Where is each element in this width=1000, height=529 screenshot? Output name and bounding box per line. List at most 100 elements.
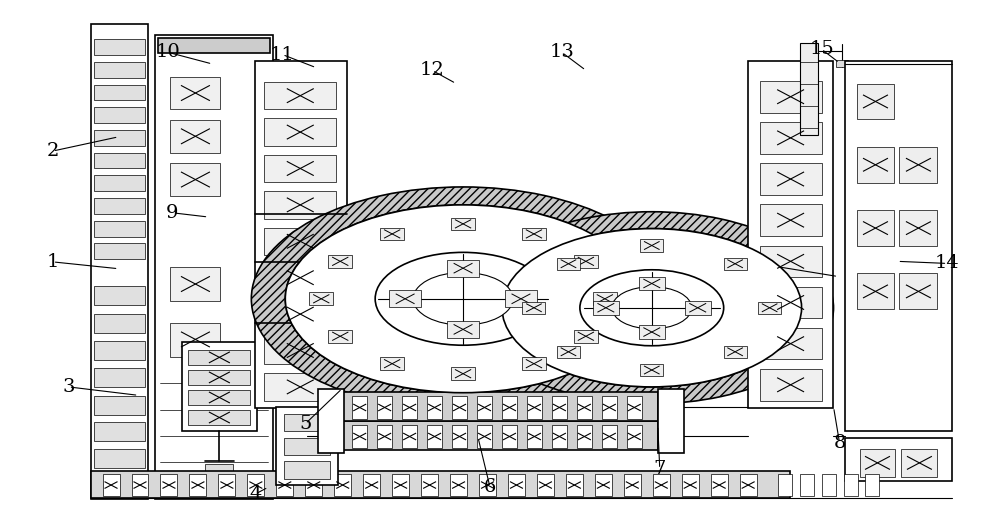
Bar — [247, 475, 264, 496]
Text: 10: 10 — [156, 43, 181, 61]
Bar — [760, 369, 822, 400]
Bar — [552, 396, 567, 419]
Text: 13: 13 — [549, 43, 574, 61]
Bar — [844, 475, 858, 496]
Bar — [845, 61, 952, 431]
Bar — [477, 396, 492, 419]
Circle shape — [285, 205, 641, 393]
Bar — [566, 475, 583, 496]
Bar — [505, 290, 537, 307]
Wedge shape — [470, 212, 834, 404]
Bar — [602, 396, 617, 419]
Bar — [94, 85, 145, 101]
Text: 1: 1 — [46, 253, 59, 271]
Bar — [218, 475, 235, 496]
Bar — [857, 84, 894, 120]
Bar — [760, 328, 822, 360]
Bar — [170, 323, 220, 357]
Bar — [760, 245, 822, 277]
Bar — [451, 367, 475, 380]
Bar — [188, 370, 250, 385]
Bar — [577, 425, 592, 448]
Bar — [421, 475, 438, 496]
Bar — [800, 475, 814, 496]
Bar — [899, 210, 937, 246]
Bar — [748, 61, 833, 408]
Text: 3: 3 — [62, 378, 75, 396]
Bar — [264, 191, 336, 218]
Circle shape — [612, 287, 692, 329]
Bar — [264, 373, 336, 400]
Bar — [901, 449, 937, 477]
Bar — [94, 341, 145, 360]
Bar — [305, 475, 322, 496]
Bar — [255, 61, 347, 408]
Bar — [94, 221, 145, 236]
Bar — [639, 325, 665, 339]
Bar — [760, 122, 822, 154]
Bar — [857, 273, 894, 309]
Bar — [94, 153, 145, 168]
Text: 2: 2 — [46, 142, 59, 160]
Bar — [170, 267, 220, 302]
Bar — [899, 273, 937, 309]
Text: 9: 9 — [166, 204, 179, 222]
Bar — [479, 475, 496, 496]
Bar — [170, 163, 220, 196]
Bar — [318, 389, 344, 453]
Bar — [527, 396, 542, 419]
Bar — [158, 38, 270, 53]
Bar — [658, 389, 684, 453]
Bar — [724, 258, 747, 270]
Bar — [447, 260, 479, 277]
Text: 5: 5 — [299, 415, 311, 433]
Bar — [574, 330, 598, 343]
Bar — [447, 321, 479, 338]
Bar — [427, 396, 442, 419]
Bar — [527, 425, 542, 448]
Bar — [477, 425, 492, 448]
Text: 4: 4 — [249, 485, 262, 503]
Bar — [760, 81, 822, 113]
Bar — [94, 198, 145, 214]
Text: 6: 6 — [484, 478, 496, 496]
Bar — [899, 147, 937, 183]
Bar — [682, 475, 699, 496]
Bar — [264, 300, 336, 328]
Bar — [653, 475, 670, 496]
Bar — [602, 425, 617, 448]
Bar — [284, 414, 330, 431]
Bar — [284, 461, 330, 479]
Bar — [309, 293, 333, 305]
Bar — [522, 358, 546, 370]
Bar — [760, 163, 822, 195]
Bar — [94, 62, 145, 78]
Bar — [640, 240, 663, 252]
Bar — [189, 475, 206, 496]
Bar — [170, 120, 220, 153]
Bar — [188, 410, 250, 425]
Bar — [340, 421, 658, 450]
Bar — [363, 475, 380, 496]
Bar — [402, 396, 417, 419]
Bar — [860, 449, 895, 477]
Bar — [557, 346, 580, 358]
Circle shape — [580, 270, 724, 346]
Bar — [91, 24, 148, 499]
Bar — [593, 301, 619, 315]
Bar — [94, 314, 145, 333]
Bar — [740, 475, 757, 496]
Bar — [160, 475, 177, 496]
Bar — [170, 77, 220, 110]
Circle shape — [375, 252, 551, 345]
Bar — [452, 396, 467, 419]
Bar — [758, 302, 781, 314]
Text: 7: 7 — [654, 460, 666, 478]
Bar — [377, 396, 392, 419]
Bar — [522, 302, 545, 314]
Bar — [640, 364, 663, 376]
Bar — [94, 286, 145, 305]
Bar — [502, 396, 517, 419]
Bar — [264, 118, 336, 146]
Bar — [392, 475, 409, 496]
